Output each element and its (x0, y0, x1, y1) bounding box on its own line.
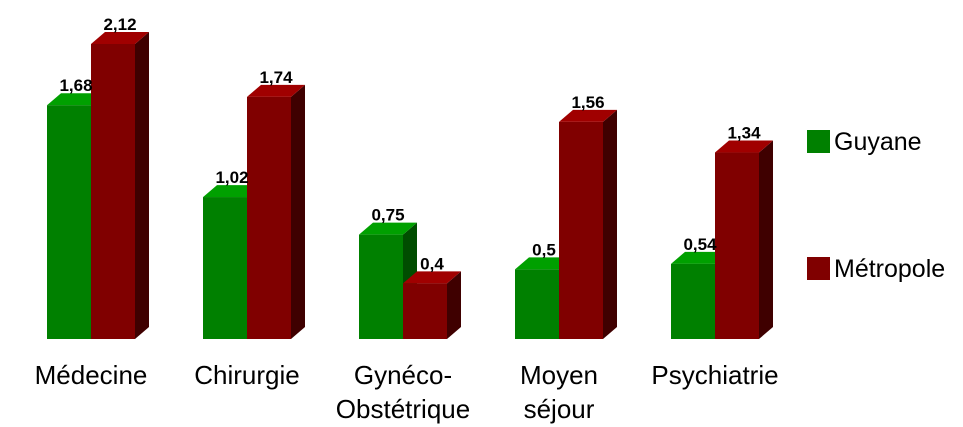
bar-top (403, 271, 461, 284)
bar-top (91, 32, 149, 44)
category-label-chirurgie: Chirurgie (194, 360, 300, 390)
data-label-metropole-gyneco-obstetrique: 0,4 (420, 254, 444, 273)
bar-top (359, 222, 417, 235)
bar-front (247, 96, 291, 340)
bar-side (759, 140, 773, 339)
bar-side (447, 271, 461, 339)
data-label-guyane-chirurgie: 1,02 (215, 168, 248, 187)
category-label-psychiatrie: Psychiatrie (651, 360, 778, 390)
bar-top (247, 84, 305, 97)
bar-metropole-medecine (91, 32, 149, 339)
data-label-guyane-gyneco-obstetrique: 0,75 (371, 206, 404, 225)
legend-swatch (807, 257, 830, 280)
bar-top (515, 257, 573, 270)
bar-top (671, 251, 729, 264)
bar-front (715, 152, 759, 339)
bar-front (671, 263, 715, 339)
category-label-gyneco-obstetrique-line-2: Obstétrique (336, 394, 470, 424)
bar-metropole-moyensejour (559, 109, 617, 339)
data-label-metropole-medecine: 2,12 (103, 15, 136, 34)
bar-top (203, 185, 261, 198)
bar-front (515, 269, 559, 339)
bar-front (91, 44, 135, 339)
bar-side (135, 32, 149, 339)
bar-side (291, 84, 305, 340)
data-label-guyane-psychiatrie: 0,54 (683, 235, 717, 254)
bar-metropole-gyneco-obstetrique (403, 271, 461, 339)
category-label-moyensejour-line-2: séjour (524, 394, 595, 424)
data-label-metropole-chirurgie: 1,74 (259, 68, 293, 87)
bar-side (603, 109, 617, 339)
bar-front (403, 283, 447, 339)
legend-item-guyane: Guyane (807, 128, 922, 156)
bar-top (559, 109, 617, 122)
data-label-guyane-moyensejour: 0,5 (532, 240, 556, 259)
bar-top (715, 140, 773, 153)
category-label-medecine: Médecine (35, 360, 148, 390)
category-label-moyensejour-line-1: Moyen (520, 360, 598, 390)
legend-swatch (807, 130, 830, 153)
data-label-metropole-psychiatrie: 1,34 (727, 124, 761, 143)
bar-front (559, 121, 603, 339)
bar-metropole-chirurgie (247, 84, 305, 340)
data-label-guyane-medecine: 1,68 (59, 76, 92, 95)
category-label-gyneco-obstetrique-line-1: Gynéco- (354, 360, 452, 390)
bar-top (47, 93, 105, 106)
bar-metropole-psychiatrie (715, 140, 773, 339)
legend-label: Guyane (834, 128, 922, 156)
bar-front (203, 197, 247, 339)
data-label-metropole-moyensejour: 1,56 (571, 93, 604, 112)
legend-item-metropole: Métropole (807, 255, 945, 283)
legend-label: Métropole (834, 255, 945, 283)
bar-front (47, 105, 91, 340)
bar-front (359, 234, 403, 339)
